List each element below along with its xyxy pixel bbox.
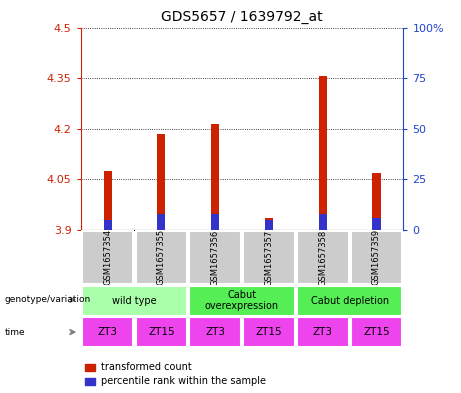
Bar (85, 364, 95, 371)
FancyBboxPatch shape (189, 286, 295, 316)
Text: time: time (5, 328, 25, 336)
FancyBboxPatch shape (297, 231, 349, 284)
FancyBboxPatch shape (351, 317, 402, 347)
FancyBboxPatch shape (82, 317, 133, 347)
FancyBboxPatch shape (136, 231, 187, 284)
Text: ZT15: ZT15 (255, 327, 282, 337)
FancyBboxPatch shape (82, 231, 133, 284)
Bar (319, 76, 327, 230)
FancyBboxPatch shape (243, 317, 295, 347)
Text: ZT3: ZT3 (313, 327, 333, 337)
Text: GSM1657359: GSM1657359 (372, 230, 381, 285)
Bar (211, 124, 219, 230)
Text: Cabut depletion: Cabut depletion (311, 296, 389, 306)
Bar (211, 214, 219, 230)
Text: genotype/variation: genotype/variation (5, 296, 91, 304)
Text: ZT15: ZT15 (148, 327, 175, 337)
Bar (85, 378, 95, 385)
Text: GSM1657354: GSM1657354 (103, 230, 112, 285)
FancyBboxPatch shape (189, 231, 241, 284)
Bar (104, 171, 112, 230)
Bar (372, 173, 380, 230)
Bar (157, 134, 165, 230)
Text: ZT3: ZT3 (98, 327, 118, 337)
FancyBboxPatch shape (136, 317, 187, 347)
FancyBboxPatch shape (82, 286, 187, 316)
FancyBboxPatch shape (243, 231, 295, 284)
FancyBboxPatch shape (189, 317, 241, 347)
Bar (104, 220, 112, 230)
FancyBboxPatch shape (297, 286, 402, 316)
Title: GDS5657 / 1639792_at: GDS5657 / 1639792_at (161, 10, 323, 24)
Text: wild type: wild type (112, 296, 157, 306)
Text: percentile rank within the sample: percentile rank within the sample (101, 376, 266, 386)
Text: Cabut
overexpression: Cabut overexpression (205, 290, 279, 311)
Bar (157, 214, 165, 230)
Text: GSM1657357: GSM1657357 (265, 229, 273, 286)
FancyBboxPatch shape (351, 231, 402, 284)
Bar (265, 218, 273, 230)
Text: ZT3: ZT3 (205, 327, 225, 337)
Bar (372, 218, 380, 230)
FancyBboxPatch shape (297, 317, 349, 347)
Text: ZT15: ZT15 (363, 327, 390, 337)
Bar (265, 220, 273, 230)
Text: GSM1657358: GSM1657358 (318, 229, 327, 286)
Bar (319, 214, 327, 230)
Text: GSM1657355: GSM1657355 (157, 230, 166, 285)
Text: GSM1657356: GSM1657356 (211, 229, 219, 286)
Text: transformed count: transformed count (101, 362, 192, 373)
